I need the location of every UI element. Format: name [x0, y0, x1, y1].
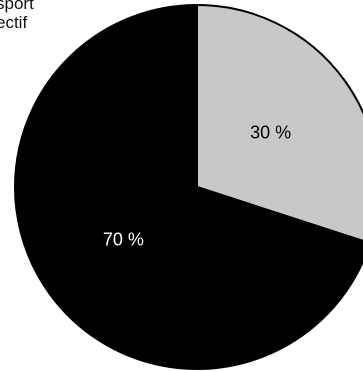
legend-text: sport ectif [0, 0, 34, 32]
legend-line-1: sport [0, 0, 34, 13]
pie-slice-1 [196, 3, 363, 242]
pie-slice-2 [14, 3, 363, 370]
legend-line-2: ectif [0, 13, 28, 32]
slice-label-2: 70 % [103, 229, 144, 249]
slice-label-1: 30 % [250, 122, 291, 142]
